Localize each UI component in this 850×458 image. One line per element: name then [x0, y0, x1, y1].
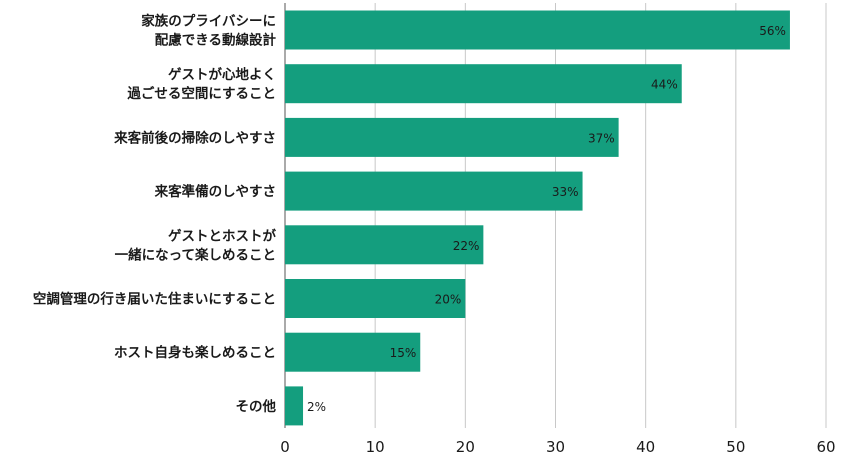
x-tick-label: 0 — [280, 438, 290, 456]
category-label: 過ごせる空間にすること — [126, 85, 276, 102]
data-label: 56% — [759, 24, 786, 38]
category-label: 一緒になって楽しめること — [115, 246, 276, 263]
category-label: 家族のプライバシーに — [141, 13, 276, 30]
data-label: 37% — [588, 131, 615, 145]
category-label: 来客準備のしやすさ — [154, 183, 276, 200]
x-tick-label: 30 — [546, 438, 565, 456]
data-label: 22% — [453, 239, 480, 253]
bar — [285, 279, 466, 318]
bar — [285, 225, 484, 265]
x-tick-label: 50 — [726, 438, 745, 456]
bar — [285, 64, 682, 104]
bar — [285, 332, 421, 372]
data-label: 20% — [435, 293, 462, 307]
category-label: ゲストとホストが — [168, 227, 276, 244]
x-tick-label: 20 — [456, 438, 475, 456]
x-tick-label: 40 — [636, 438, 655, 456]
x-tick-label: 60 — [816, 438, 835, 456]
x-axis-ticks: 0 10 20 30 40 50 60 — [280, 438, 835, 456]
bar — [285, 171, 583, 211]
bar — [285, 386, 304, 426]
data-labels: 56% 44% 37% 33% 22% 20% 15% 2% — [307, 24, 786, 414]
category-label: 来客前後の掃除のしやすさ — [113, 129, 276, 146]
x-tick-label: 10 — [366, 438, 385, 456]
bar — [285, 117, 619, 157]
bar — [285, 10, 790, 50]
data-label: 15% — [390, 346, 417, 360]
data-label: 2% — [307, 400, 326, 414]
data-label: 33% — [552, 185, 579, 199]
data-label: 44% — [651, 78, 678, 92]
category-label: ホスト自身も楽しめること — [114, 344, 276, 361]
category-label: ゲストが心地よく — [168, 66, 276, 83]
bars — [285, 10, 790, 426]
category-labels: 家族のプライバシーに配慮できる動線設計ゲストが心地よく過ごせる空間にすること来客… — [33, 13, 277, 415]
category-label: 空調管理の行き届いた住まいにすること — [33, 291, 276, 308]
category-label: 配慮できる動線設計 — [155, 32, 277, 49]
category-label: その他 — [236, 398, 277, 415]
